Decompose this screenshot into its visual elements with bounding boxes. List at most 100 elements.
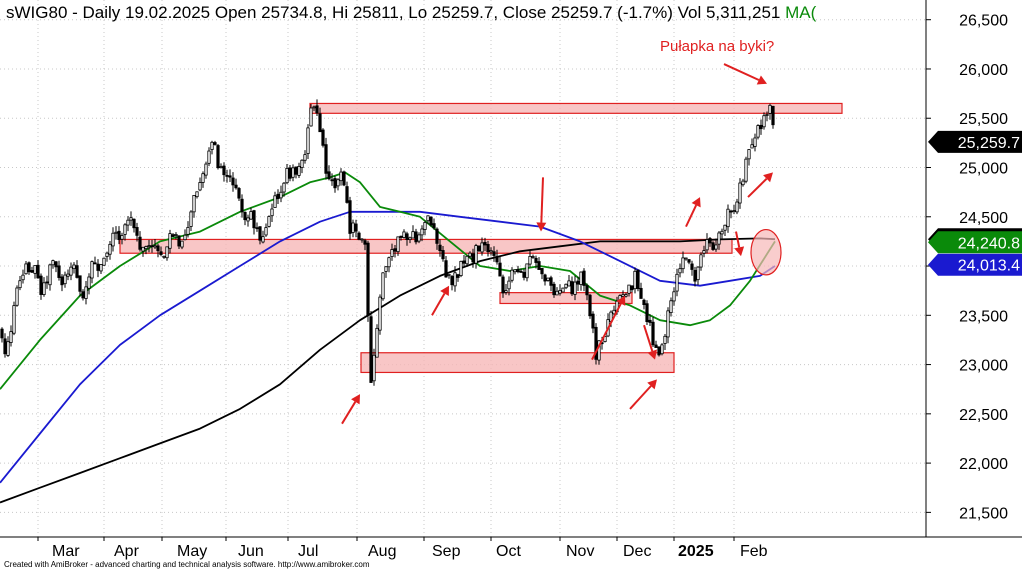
y-tick-label: 26,500 [959,13,1008,30]
candle-body [399,235,403,238]
candle-body [252,210,256,229]
candle-body [573,281,577,295]
candle-body [201,173,205,183]
candle-body [486,244,490,253]
candle-body [324,144,328,174]
candle-body [735,201,739,213]
candle-body [336,179,340,187]
candle-body [90,261,94,279]
candle-body [330,179,334,182]
candle-body [477,245,481,252]
candle-body [444,260,448,278]
last-value-tag [928,231,1022,254]
candle-body [414,231,418,243]
candle-body [723,224,727,231]
candle-body [480,242,484,253]
candle-body [372,354,376,382]
candle-body [156,245,160,252]
candle-body [9,331,13,343]
trend-arrow-head [536,222,547,232]
candle-body [105,252,109,257]
candle-body [213,142,217,145]
candle-body [45,281,49,284]
candle-body [585,285,589,296]
candle-body [699,254,703,268]
candle-body [222,165,226,176]
candle-body [750,144,754,149]
bull-trap-annotation: Pułapka na byki? [660,38,775,55]
chart-title: sWIG80 - Daily 19.02.2025 Open 25734.8, … [6,3,924,23]
candle-body [3,338,7,355]
candle-body [396,236,400,253]
candle-body [48,264,52,286]
y-tick-label: 25,500 [959,111,1008,128]
candle-body [36,264,40,279]
y-tick-label: 22,000 [959,456,1008,473]
candle-body [51,260,55,266]
x-tick-label: Nov [566,543,594,560]
candle-body [702,250,706,254]
candle-body [729,210,733,213]
candle-body [612,309,616,315]
trend-arrow-head [616,295,626,306]
candle-body [357,232,361,240]
candle-body [513,269,517,273]
quote-info: - Daily 19.02.2025 Open 25734.8, Hi 2581… [72,3,781,22]
candle-body [54,261,58,268]
candle-body [654,344,658,348]
trend-arrow [629,385,652,410]
trend-arrow [431,293,446,316]
candle-body [42,282,46,295]
candle-body [159,251,163,255]
candle-body [627,284,631,294]
candle-body [270,208,274,217]
trend-arrow-head [691,197,701,208]
candle-body [681,257,685,270]
candle-body [249,211,253,220]
candle-body [465,255,469,265]
support-resistance-zone [119,238,733,254]
candle-body [339,171,343,182]
candle-body [63,274,67,285]
candle-body [411,231,415,239]
candle-body [102,257,106,266]
candle-body [534,257,538,263]
candle-body [264,227,268,236]
candle-body [483,241,487,246]
y-tick-label: 23,500 [959,308,1008,325]
candle-body [564,283,568,289]
trend-arrow-head [756,75,767,85]
candle-body [315,105,319,114]
candle-body [75,265,79,278]
candle-body [30,270,34,273]
candle-body [408,237,412,240]
candle-body [180,240,184,248]
candle-body [387,257,391,268]
candle-body [417,234,421,242]
candle-body [237,188,241,199]
candle-body [198,182,202,191]
candle-body [621,294,625,297]
trend-arrow-head [351,394,360,405]
candle-body [342,171,346,186]
candle-body [327,171,331,180]
candle-body [246,217,250,222]
candle-body [243,211,247,221]
x-tick-label: Aug [368,543,396,560]
candle-body [762,115,766,128]
candle-body [558,290,562,294]
candle-body [642,299,646,305]
candle-body [165,246,169,259]
candle-body [219,166,223,169]
candle-body [285,167,289,184]
trend-arrow [723,63,760,81]
x-tick-label: 2025 [678,543,714,560]
candle-body [81,291,85,299]
last-value-label: 24,013.4 [958,258,1020,275]
candle-body [126,219,130,226]
candle-body [567,280,571,287]
candle-body [453,272,457,287]
candle-body [183,234,187,241]
candle-body [657,346,661,356]
x-tick-label: Apr [114,543,140,560]
